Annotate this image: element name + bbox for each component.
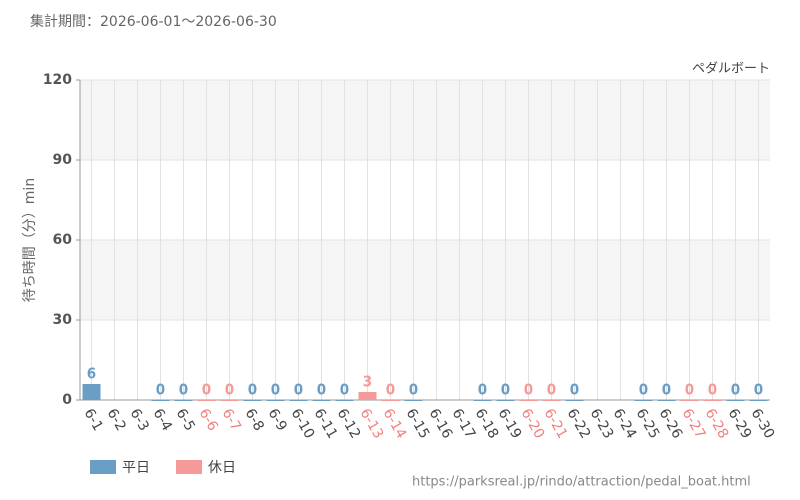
- value-label: 0: [202, 381, 211, 399]
- x-tick-label: 6-13: [357, 406, 387, 442]
- grid-band: [80, 240, 770, 320]
- source-url: https://parksreal.jp/rindo/attraction/pe…: [412, 475, 751, 490]
- value-label: 0: [639, 381, 648, 399]
- x-tick-label: 6-20: [518, 406, 548, 442]
- value-label: 0: [570, 381, 579, 399]
- value-label: 0: [547, 381, 556, 399]
- value-label: 0: [731, 381, 740, 399]
- bar: [496, 400, 515, 401]
- bar: [358, 392, 377, 400]
- x-tick-label: 6-18: [472, 406, 502, 442]
- bar: [266, 400, 285, 401]
- value-label: 0: [386, 381, 395, 399]
- value-label: 0: [524, 381, 533, 399]
- bar: [473, 400, 492, 401]
- x-tick-label: 6-28: [702, 406, 732, 442]
- grid-band: [80, 80, 770, 160]
- x-tick-label: 6-7: [219, 406, 244, 434]
- x-tick-label: 6-14: [380, 406, 410, 442]
- bar: [703, 400, 722, 401]
- x-tick-label: 6-29: [725, 406, 755, 442]
- bar: [197, 400, 216, 401]
- x-tick-label: 6-19: [495, 406, 525, 442]
- value-label: 0: [501, 381, 510, 399]
- bar: [289, 400, 308, 401]
- value-label: 0: [317, 381, 326, 399]
- x-tick-label: 6-2: [104, 406, 129, 434]
- bar: [151, 400, 170, 401]
- value-label: 0: [708, 381, 717, 399]
- chart-title: ペダルボート: [692, 62, 770, 77]
- value-label: 0: [179, 381, 188, 399]
- value-label: 6: [87, 365, 96, 383]
- y-axis-label: 待ち時間（分）min: [22, 178, 38, 302]
- bar: [335, 400, 354, 401]
- bar: [312, 400, 331, 401]
- x-tick-label: 6-16: [426, 406, 456, 442]
- value-label: 0: [271, 381, 280, 399]
- header: 集計期間：2026-06-01～2026-06-30: [30, 13, 277, 30]
- bar: [220, 400, 239, 401]
- x-tick-label: 6-22: [564, 406, 594, 442]
- x-tick-label: 6-11: [311, 406, 341, 442]
- x-tick-label: 6-3: [127, 406, 152, 434]
- y-tick-label: 90: [53, 152, 73, 168]
- x-tick-label: 6-9: [265, 406, 290, 434]
- bar: [174, 400, 193, 401]
- value-label: 0: [156, 381, 165, 399]
- value-label: 0: [754, 381, 763, 399]
- bar: [381, 400, 400, 401]
- x-tick-label: 6-26: [656, 406, 686, 442]
- bar: [404, 400, 423, 401]
- x-tick-label: 6-5: [173, 406, 198, 434]
- bar: [82, 384, 101, 400]
- x-tick-label: 6-10: [288, 406, 318, 442]
- bar: [657, 400, 676, 401]
- bar: [634, 400, 653, 401]
- x-tick-label: 6-1: [81, 406, 106, 434]
- value-label: 0: [225, 381, 234, 399]
- x-tick-label: 6-27: [679, 406, 709, 442]
- x-tick-label: 6-30: [748, 406, 778, 442]
- x-tick-label: 6-15: [403, 406, 433, 442]
- bar: [519, 400, 538, 401]
- value-label: 0: [294, 381, 303, 399]
- x-tick-label: 6-17: [449, 406, 479, 442]
- value-label: 0: [662, 381, 671, 399]
- y-tick-label: 30: [53, 312, 73, 328]
- x-tick-label: 6-23: [587, 406, 617, 442]
- bar: [680, 400, 699, 401]
- value-label: 0: [409, 381, 418, 399]
- value-label: 0: [685, 381, 694, 399]
- y-tick-label: 0: [62, 392, 72, 408]
- value-label: 0: [248, 381, 257, 399]
- bar: [243, 400, 262, 401]
- bar: [749, 400, 768, 401]
- x-tick-label: 6-6: [196, 406, 221, 434]
- value-label: 0: [340, 381, 349, 399]
- x-tick-label: 6-12: [334, 406, 364, 442]
- x-tick-label: 6-24: [610, 406, 640, 442]
- value-label: 3: [363, 373, 372, 391]
- y-tick-label: 60: [53, 232, 73, 248]
- bar: [726, 400, 745, 401]
- x-tick-label: 6-21: [541, 406, 571, 442]
- x-tick-label: 6-8: [242, 406, 267, 434]
- y-tick-label: 120: [43, 72, 72, 88]
- x-tick-label: 6-4: [150, 406, 175, 434]
- bar: [565, 400, 584, 401]
- value-label: 0: [478, 381, 487, 399]
- legend-swatch: [176, 460, 202, 474]
- bar: [542, 400, 561, 401]
- x-tick-label: 6-25: [633, 406, 663, 442]
- legend-label: 平日: [122, 460, 150, 476]
- legend-swatch: [90, 460, 116, 474]
- legend-label: 休日: [208, 460, 236, 476]
